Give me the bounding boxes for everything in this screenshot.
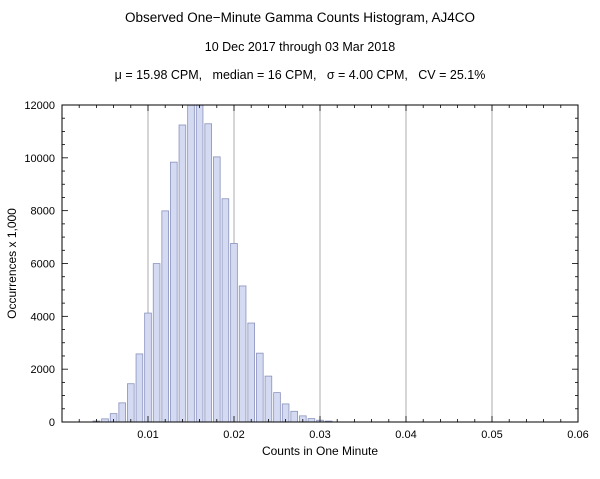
histogram-bar	[179, 125, 186, 422]
x-tick-label: 0.02	[223, 429, 244, 441]
y-tick-label: 10000	[24, 153, 55, 165]
x-axis-label: Counts in One Minute	[262, 444, 378, 458]
histogram-bar	[162, 211, 169, 422]
histogram-bar	[153, 264, 160, 422]
histogram-bar	[188, 105, 195, 422]
histogram-bar	[308, 419, 315, 422]
histogram-bar	[136, 354, 143, 422]
histogram-bar	[239, 286, 246, 422]
y-tick-label: 8000	[31, 206, 55, 218]
histogram-bar	[205, 124, 212, 422]
histogram-bar	[170, 162, 177, 422]
histogram-bar	[213, 157, 220, 422]
histogram-bar	[256, 353, 263, 422]
histogram-bar	[291, 411, 298, 422]
histogram-bar	[119, 403, 126, 422]
histogram-bar	[265, 376, 272, 422]
histogram-bar	[127, 384, 134, 422]
histogram-bar	[231, 243, 238, 422]
histogram-plot: 0.01 0.02 0.03 0.04 0.05 0.06 0 2000 4000 6000 800…	[0, 0, 600, 479]
x-tick-label: 0.03	[309, 429, 330, 441]
x-tick-label: 0.04	[395, 429, 416, 441]
histogram-bar	[196, 105, 203, 422]
histogram-bar	[222, 199, 229, 422]
x-tick-label: 0.01	[137, 429, 158, 441]
histogram-bar	[145, 313, 152, 422]
x-tick-label: 0.06	[567, 429, 588, 441]
y-tick-label: 2000	[31, 364, 55, 376]
histogram-bar	[274, 393, 281, 422]
y-axis-label: Occurrences x 1,000	[5, 208, 19, 319]
y-tick-label: 0	[49, 417, 55, 429]
y-tick-label: 6000	[31, 259, 55, 271]
y-tick-label: 12000	[24, 100, 55, 112]
y-tick-label: 4000	[31, 311, 55, 323]
histogram-bar	[248, 323, 255, 422]
histogram-figure: Observed One−Minute Gamma Counts Histogr…	[0, 0, 600, 479]
x-tick-label: 0.05	[481, 429, 502, 441]
